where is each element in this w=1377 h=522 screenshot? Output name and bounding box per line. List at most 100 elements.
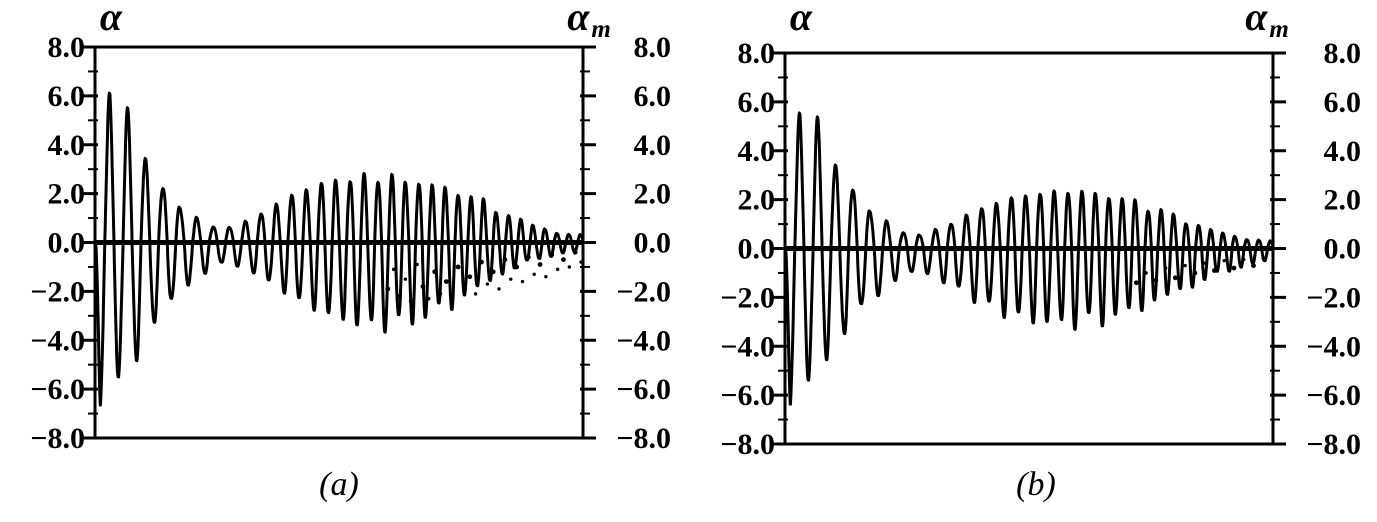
- right-axis-tick-label: −2.0: [616, 275, 671, 308]
- right-axis-tick-label: −4.0: [1306, 330, 1361, 363]
- alpha-m-dotted-trace-dot: [525, 254, 531, 260]
- left-axis-tick-label: 8.0: [738, 37, 776, 70]
- alpha-m-dotted-trace-dot: [438, 292, 443, 296]
- alpha-m-dotted-trace-dot: [1242, 257, 1246, 262]
- panel-a-caption: (a): [319, 466, 359, 503]
- subscript-m: m: [1269, 16, 1289, 43]
- alpha-m-dotted-trace-dot: [1261, 256, 1265, 260]
- left-axis-tick-label: 4.0: [48, 129, 86, 162]
- right-axis-tick-label: −2.0: [1306, 281, 1361, 314]
- right-axis-tick-label: 8.0: [1324, 37, 1362, 70]
- left-axis-tick-label: 2.0: [738, 184, 776, 217]
- left-axis-tick-label: 2.0: [48, 178, 86, 211]
- alpha-m-dotted-trace-dot: [490, 269, 496, 275]
- subscript-m: m: [591, 16, 611, 43]
- alpha-m-dotted-trace-dot: [455, 264, 461, 270]
- left-axis-tick-label: −8.0: [30, 422, 85, 455]
- alpha-m-dotted-trace-dot: [473, 292, 478, 296]
- right-axis-tick-label: 4.0: [1324, 135, 1362, 168]
- right-axis-tick-label: −8.0: [616, 422, 671, 455]
- alpha-m-dotted-trace-dot: [502, 257, 508, 263]
- alpha-m-dotted-trace-dot: [467, 274, 473, 280]
- alpha-m-dotted-trace-dot: [514, 264, 520, 270]
- alpha-m-dotted-trace-dot: [1173, 275, 1178, 281]
- left-axis-tick-label: 4.0: [738, 135, 776, 168]
- alpha-solid-trace: [783, 111, 1275, 406]
- alpha-m-dotted-trace-dot: [408, 298, 414, 304]
- left-axis-tick-label: 6.0: [48, 80, 86, 113]
- alpha-m-dotted-trace-dot: [1251, 263, 1256, 269]
- alpha-m-dotted-trace-dot: [532, 272, 536, 276]
- alpha-m-dotted-trace-dot: [555, 267, 560, 272]
- panel-a-left-axis-label: α: [100, 0, 122, 37]
- left-axis-tick-label: −4.0: [720, 330, 775, 363]
- alpha-solid-trace-ink-spread: [785, 112, 1275, 406]
- left-axis-tick-label: −6.0: [720, 379, 775, 412]
- right-axis-tick-label: 2.0: [1324, 184, 1362, 217]
- panel-b: 8.0 6.0 4.0 2.0 0.0 −2.0 −4.0 −6.0 −8.0 8.0 6.0 4.0…: [720, 37, 1361, 461]
- right-axis-tick-label: 0.0: [634, 227, 672, 260]
- alpha-m-dotted-trace-dot: [520, 279, 525, 284]
- alpha-m-dotted-trace-dot: [1163, 266, 1168, 270]
- alpha-m-dotted-trace-dot: [462, 287, 466, 291]
- alpha-m-dotted-trace-dot: [1153, 277, 1159, 283]
- alpha-m-dotted-trace-dot: [1192, 270, 1198, 276]
- alpha-m-dotted-trace-dot: [479, 259, 484, 265]
- left-axis-tick-label: 0.0: [738, 233, 776, 266]
- alpha-m-dotted-trace-dot: [509, 277, 513, 281]
- alpha-m-dotted-trace-dot: [1222, 259, 1226, 263]
- alpha-m-dotted-trace-dot: [427, 297, 431, 301]
- alpha-m-dotted-trace-dot: [567, 265, 572, 269]
- left-axis-tick-label: −2.0: [720, 281, 775, 314]
- right-axis-tick-label: 4.0: [634, 129, 672, 162]
- alpha-m-dotted-trace-dot: [443, 279, 449, 284]
- alpha-solid-trace: [93, 91, 585, 407]
- right-axis-tick-label: −6.0: [1306, 379, 1361, 412]
- left-axis-tick-label: −2.0: [30, 275, 85, 308]
- alpha-m-dotted-trace-dot: [1231, 265, 1237, 271]
- alpha-m-dotted-trace-dot: [561, 257, 566, 263]
- alpha-m-dotted-trace-dot: [579, 260, 583, 264]
- alpha-m-dotted-trace-dot: [1133, 280, 1139, 286]
- alpha-m-dotted-trace-dot: [544, 275, 548, 279]
- panel-b-left-axis-label: α: [790, 0, 812, 37]
- left-axis-tick-label: −4.0: [30, 324, 85, 357]
- alpha-m-dotted-trace-dot: [497, 287, 501, 291]
- alpha-solid-trace-ink-spread: [95, 92, 585, 407]
- panel-b-right-axis-label: αm: [1245, 0, 1289, 42]
- alpha-symbol: α: [99, 0, 123, 39]
- alpha-m-dotted-trace-dot: [1202, 261, 1207, 265]
- alpha-m-dotted-trace-dot: [385, 286, 391, 292]
- left-axis-tick-label: −8.0: [720, 428, 775, 461]
- alpha-m-dotted-trace-dot: [391, 267, 396, 272]
- alpha-m-dotted-trace-dot: [1212, 268, 1217, 273]
- panel-b-caption: (b): [1016, 466, 1056, 503]
- left-axis-tick-label: 8.0: [48, 31, 86, 64]
- left-axis-tick-label: 0.0: [48, 227, 86, 260]
- alpha-m-dotted-trace-dot: [420, 284, 426, 289]
- alpha-symbol: α: [1245, 0, 1268, 39]
- alpha-m-dotted-trace-dot: [1144, 271, 1148, 275]
- alpha-m-dotted-trace-dot: [403, 277, 408, 281]
- panel-a-right-axis-label: αm: [567, 0, 611, 42]
- panel-a: 8.0 6.0 4.0 2.0 0.0 −2.0 −4.0 −6.0 −8.0 8.0 6.0 4.0…: [30, 31, 671, 455]
- right-axis-tick-label: 0.0: [1324, 233, 1362, 266]
- right-axis-tick-label: 6.0: [1324, 86, 1362, 119]
- alpha-m-dotted-trace-dot: [549, 252, 555, 258]
- alpha-m-dotted-trace-dot: [397, 293, 402, 299]
- alpha-m-dotted-trace-dot: [432, 269, 438, 275]
- alpha-m-dotted-trace-dot: [537, 262, 543, 267]
- right-axis-tick-label: 6.0: [634, 80, 672, 113]
- alpha-m-dotted-trace-dot: [1183, 263, 1187, 268]
- left-axis-tick-label: −6.0: [30, 373, 85, 406]
- alpha-symbol: α: [789, 0, 813, 39]
- alpha-m-dotted-trace-dot: [572, 249, 578, 255]
- alpha-m-dotted-trace-dot: [450, 297, 454, 301]
- alpha-symbol: α: [567, 0, 590, 39]
- right-axis-tick-label: −8.0: [1306, 428, 1361, 461]
- right-axis-tick-label: −6.0: [616, 373, 671, 406]
- right-axis-tick-label: 8.0: [634, 31, 672, 64]
- right-axis-tick-label: −4.0: [616, 324, 671, 357]
